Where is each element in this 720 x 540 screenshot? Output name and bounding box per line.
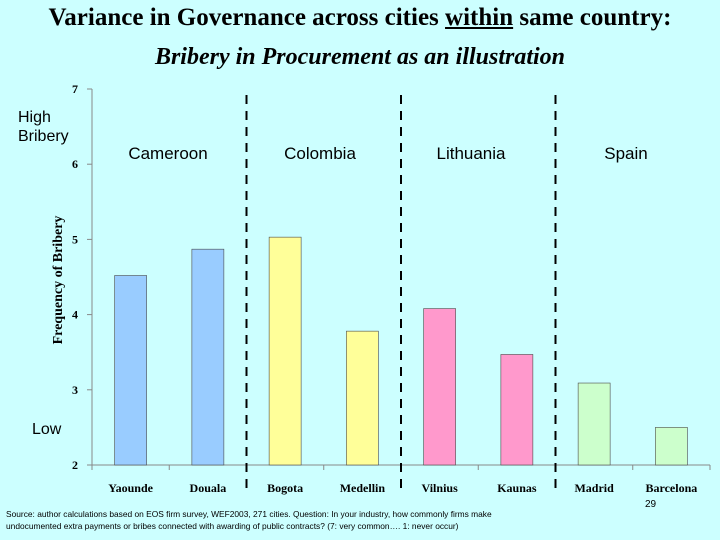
source-line2: undocumented extra payments or bribes co… xyxy=(6,521,459,531)
title-text-1: Variance in Governance across cities xyxy=(48,4,446,31)
y-tick-label: 2 xyxy=(72,458,78,472)
bar-bogota xyxy=(268,236,302,466)
bar-vilnius xyxy=(423,308,456,466)
source-line1: Source: author calculations based on EOS… xyxy=(6,509,492,519)
x-category-label: Bogota xyxy=(267,481,303,495)
source-note: Source: author calculations based on EOS… xyxy=(6,508,714,532)
bar-douala xyxy=(191,248,225,466)
bar-kaunas xyxy=(500,354,534,466)
country-label-lithuania: Lithuania xyxy=(436,144,506,163)
low-label: Low xyxy=(32,421,62,438)
title-text-2: same country: xyxy=(513,4,672,31)
high-label-line1: High xyxy=(18,109,51,126)
y-tick-label: 5 xyxy=(72,232,78,246)
y-axis-title: Frequency of Bribery xyxy=(51,216,66,345)
high-label-line2: Bribery xyxy=(18,128,69,145)
bar-barcelona xyxy=(655,427,688,466)
x-category-label: Madrid xyxy=(574,481,614,495)
x-category-label: Kaunas xyxy=(497,481,537,495)
title-underlined-word: within xyxy=(445,4,514,31)
x-category-label: Medellin xyxy=(340,481,386,495)
country-label-colombia: Colombia xyxy=(284,144,356,163)
country-label-spain: Spain xyxy=(604,144,648,163)
bar-yaounde xyxy=(114,275,147,466)
y-tick-label: 3 xyxy=(72,383,78,397)
page-number: 29 xyxy=(645,499,657,510)
x-category-label: Barcelona xyxy=(645,481,697,495)
bar-medellin xyxy=(346,330,379,466)
x-category-label: Douala xyxy=(190,481,227,495)
y-tick-label: 4 xyxy=(72,308,78,322)
x-category-label: Vilnius xyxy=(422,481,459,495)
high-bribery-label: High Bribery xyxy=(18,108,69,146)
y-tick-label: 6 xyxy=(72,157,78,171)
country-label-cameroon: Cameroon xyxy=(128,144,208,163)
slide-title: Variance in Governance across cities wit… xyxy=(0,4,720,32)
y-tick-label: 7 xyxy=(72,82,78,96)
slide-subtitle: Bribery in Procurement as an illustratio… xyxy=(154,44,566,70)
bar-madrid xyxy=(577,382,611,466)
x-category-label: Yaounde xyxy=(108,481,153,495)
